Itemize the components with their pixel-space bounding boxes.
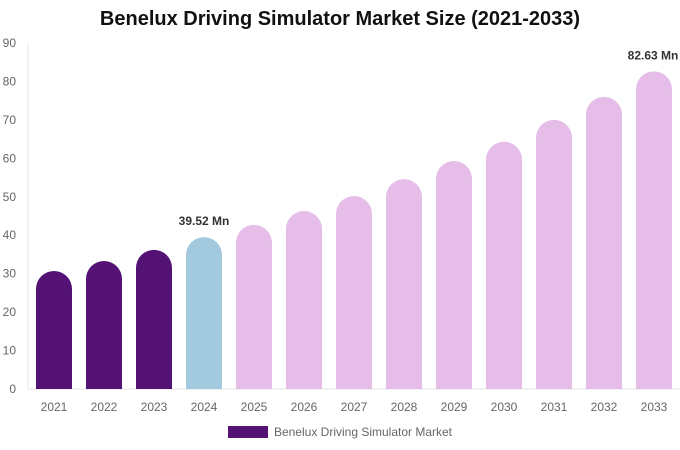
- bar-2026: [286, 211, 322, 389]
- x-tick-label: 2026: [291, 400, 318, 414]
- y-tick-label: 10: [3, 344, 17, 358]
- x-tick-label: 2030: [491, 400, 518, 414]
- bar-2029: [436, 161, 472, 389]
- bar-2024: [186, 237, 222, 389]
- x-tick-label: 2021: [41, 400, 68, 414]
- y-tick-label: 50: [3, 190, 17, 204]
- y-tick-label: 20: [3, 305, 17, 319]
- bar-2032: [586, 96, 622, 390]
- x-tick-label: 2028: [391, 400, 418, 414]
- x-tick-label: 2025: [241, 400, 268, 414]
- x-tick-label: 2027: [341, 400, 368, 414]
- x-tick-label: 2024: [191, 400, 218, 414]
- y-tick-label: 40: [3, 228, 17, 242]
- y-tick-label: 90: [3, 36, 17, 50]
- y-tick-label: 60: [3, 151, 17, 165]
- x-tick-label: 2022: [91, 400, 118, 414]
- bar-2022: [86, 260, 122, 389]
- bar-2030: [486, 141, 522, 389]
- data-label: 82.63 Mn: [628, 48, 679, 62]
- data-label: 39.52 Mn: [179, 214, 230, 228]
- legend-label: Benelux Driving Simulator Market: [273, 425, 453, 439]
- bar-2028: [386, 179, 422, 389]
- y-tick-label: 80: [3, 74, 17, 88]
- x-tick-label: 2032: [591, 400, 618, 414]
- y-tick-label: 70: [3, 113, 17, 127]
- x-tick-label: 2033: [641, 400, 668, 414]
- bar-2021: [36, 270, 72, 389]
- legend: Benelux Driving Simulator Market: [0, 425, 680, 439]
- x-tick-label: 2023: [141, 400, 168, 414]
- y-tick-label: 0: [9, 382, 16, 396]
- bar-2033: [636, 71, 672, 389]
- legend-swatch: [227, 426, 268, 438]
- x-tick-label: 2031: [541, 400, 568, 414]
- bar-2023: [136, 249, 172, 389]
- x-tick-label: 2029: [441, 400, 468, 414]
- bar-2025: [236, 224, 272, 389]
- bar-2027: [336, 196, 372, 389]
- chart-title: Benelux Driving Simulator Market Size (2…: [99, 8, 581, 30]
- bar-2031: [536, 119, 572, 389]
- y-tick-label: 30: [3, 267, 17, 281]
